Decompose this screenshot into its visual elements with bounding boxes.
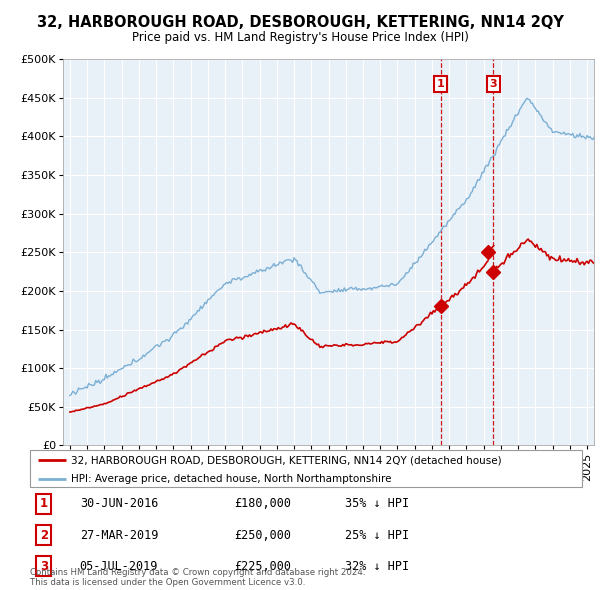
Text: 2: 2 xyxy=(40,529,48,542)
Text: 32, HARBOROUGH ROAD, DESBOROUGH, KETTERING, NN14 2QY (detached house): 32, HARBOROUGH ROAD, DESBOROUGH, KETTERI… xyxy=(71,455,502,466)
Text: 25% ↓ HPI: 25% ↓ HPI xyxy=(344,529,409,542)
Text: £180,000: £180,000 xyxy=(234,497,291,510)
Text: 3: 3 xyxy=(40,560,48,573)
Text: 3: 3 xyxy=(490,78,497,88)
Text: 27-MAR-2019: 27-MAR-2019 xyxy=(80,529,158,542)
Text: 32, HARBOROUGH ROAD, DESBOROUGH, KETTERING, NN14 2QY: 32, HARBOROUGH ROAD, DESBOROUGH, KETTERI… xyxy=(37,15,563,30)
Text: 1: 1 xyxy=(437,78,445,88)
Text: £225,000: £225,000 xyxy=(234,560,291,573)
Text: Price paid vs. HM Land Registry's House Price Index (HPI): Price paid vs. HM Land Registry's House … xyxy=(131,31,469,44)
Text: HPI: Average price, detached house, North Northamptonshire: HPI: Average price, detached house, Nort… xyxy=(71,474,392,484)
Text: 1: 1 xyxy=(40,497,48,510)
Text: £250,000: £250,000 xyxy=(234,529,291,542)
FancyBboxPatch shape xyxy=(30,450,582,487)
Text: 32% ↓ HPI: 32% ↓ HPI xyxy=(344,560,409,573)
Text: 05-JUL-2019: 05-JUL-2019 xyxy=(80,560,158,573)
Text: 35% ↓ HPI: 35% ↓ HPI xyxy=(344,497,409,510)
Text: 30-JUN-2016: 30-JUN-2016 xyxy=(80,497,158,510)
Text: Contains HM Land Registry data © Crown copyright and database right 2024.
This d: Contains HM Land Registry data © Crown c… xyxy=(30,568,365,587)
